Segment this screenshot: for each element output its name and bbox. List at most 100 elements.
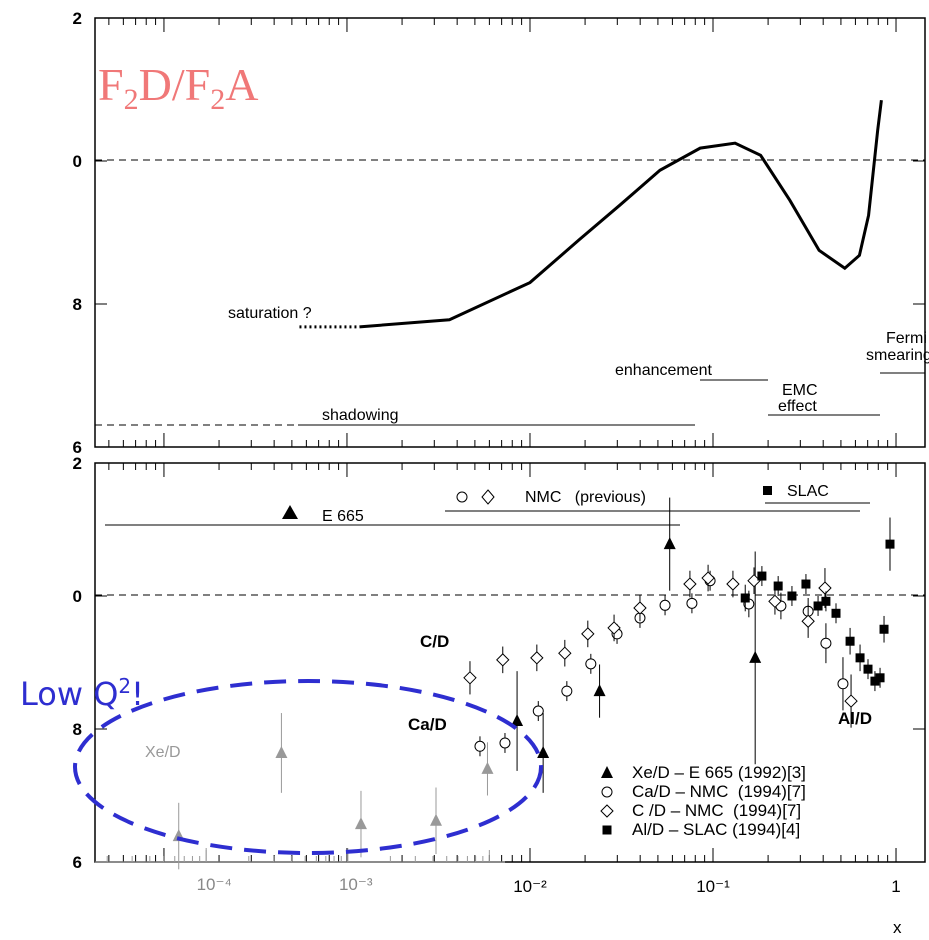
legend-item: Xe/D – E 665 (1992)[3] — [601, 763, 806, 782]
point — [530, 651, 544, 665]
legend-label: Ca/D – NMC (1994)[7] — [632, 782, 806, 801]
range-marker — [282, 505, 298, 519]
legend-marker — [602, 825, 612, 835]
point — [663, 537, 676, 550]
annotation: smearing — [866, 347, 929, 364]
point — [885, 539, 895, 549]
point — [726, 577, 740, 591]
point — [532, 705, 544, 717]
point — [633, 601, 647, 615]
callout: Low Q2! — [20, 674, 144, 713]
point — [481, 761, 494, 774]
y-tick-label: 6 — [73, 438, 82, 457]
point — [801, 614, 815, 628]
point — [787, 591, 797, 601]
point — [607, 621, 621, 635]
legend-item: Al/D – SLAC (1994)[4] — [602, 820, 800, 839]
annotation: C/D — [420, 632, 449, 651]
range-marker — [763, 486, 772, 495]
title-part: 2 — [210, 83, 225, 116]
point — [831, 608, 841, 618]
inset-x-tick-label: 10⁻⁴ — [197, 875, 232, 894]
point — [659, 599, 671, 611]
annotation: saturation ? — [228, 305, 312, 322]
annotation: Ca/D — [408, 715, 447, 734]
point — [749, 650, 762, 663]
point — [875, 673, 885, 683]
title-part: D/F — [139, 59, 211, 110]
callout-sup: 2 — [118, 674, 131, 698]
legend-label: Al/D – SLAC (1994)[4] — [632, 820, 800, 839]
point — [686, 597, 698, 609]
legend-marker — [600, 804, 614, 818]
point — [855, 653, 865, 663]
annotation: EMC — [782, 382, 818, 399]
legend-label: Xe/D – E 665 (1992)[3] — [632, 763, 806, 782]
point — [818, 581, 832, 595]
point — [844, 694, 858, 708]
point — [863, 664, 873, 674]
point — [845, 636, 855, 646]
inset-label: Xe/D — [145, 744, 181, 761]
y-tick-label: 2 — [73, 454, 82, 473]
range-marker — [481, 489, 495, 505]
point — [837, 678, 849, 690]
point — [870, 676, 880, 686]
point — [581, 627, 595, 641]
y-tick-label: 0 — [73, 587, 82, 606]
frame — [94, 462, 926, 863]
y-tick-label: 0 — [73, 152, 82, 171]
curve — [359, 100, 883, 329]
legend-label: C /D – NMC (1994)[7] — [632, 801, 801, 820]
y-tick-label: 8 — [73, 720, 82, 739]
point — [740, 593, 750, 603]
title-part: A — [225, 59, 258, 110]
title-part: 2 — [124, 83, 139, 116]
legend-item: C /D – NMC (1994)[7] — [600, 801, 801, 820]
frame — [94, 17, 926, 448]
point — [813, 601, 823, 611]
x-tick-label: 10⁻¹ — [696, 877, 730, 896]
point — [820, 637, 832, 649]
y-tick-label: 8 — [73, 295, 82, 314]
point — [429, 813, 442, 826]
annotation: effect — [778, 398, 817, 415]
point — [821, 596, 831, 606]
point — [537, 745, 550, 758]
title-part: F — [98, 59, 124, 110]
lower-panel: E 665 NMC (previous) SLAC C/D Ca/D Al/D … — [73, 454, 926, 937]
callout-text: ! — [131, 675, 144, 713]
range-marker — [456, 491, 468, 503]
upper-panel: F2D/F2A saturation ? shadowing enhanceme… — [73, 9, 929, 457]
annotation: enhancement — [615, 362, 713, 379]
y-tick-label: 2 — [73, 9, 82, 28]
point — [701, 571, 715, 585]
x-axis-label: x — [893, 918, 902, 937]
point — [757, 571, 767, 581]
point — [511, 714, 524, 727]
point — [683, 577, 697, 591]
point — [585, 658, 597, 670]
y-tick-label: 6 — [73, 853, 82, 872]
point — [593, 684, 606, 697]
point — [773, 581, 783, 591]
point — [879, 624, 889, 634]
point — [463, 671, 477, 685]
point — [354, 817, 367, 830]
point — [801, 579, 811, 589]
annotation: Fermi — [886, 330, 927, 347]
point — [499, 737, 511, 749]
legend-marker — [601, 786, 613, 798]
x-tick-label: 10⁻² — [513, 877, 547, 896]
point — [768, 594, 782, 609]
legend-item: Ca/D – NMC (1994)[7] — [601, 782, 806, 801]
point — [561, 685, 573, 697]
annotation: E 665 — [322, 508, 364, 525]
annotation: SLAC — [787, 483, 829, 500]
point — [474, 740, 486, 752]
annotation: Al/D — [838, 709, 872, 728]
point — [275, 745, 288, 758]
legend-marker — [601, 766, 613, 778]
annotation: shadowing — [322, 407, 399, 424]
